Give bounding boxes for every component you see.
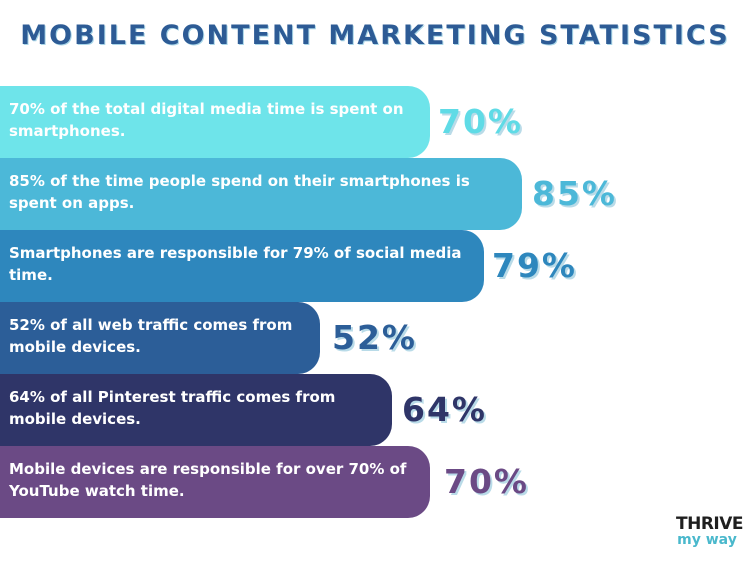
stat-percent: 70%: [438, 102, 523, 141]
stat-text: Mobile devices are responsible for over …: [9, 460, 407, 500]
stat-text: 70% of the total digital media time is s…: [9, 100, 404, 140]
stat-percent: 64%: [402, 390, 487, 429]
logo-wordmark-bottom: my way: [677, 532, 737, 548]
stat-bar: 85% of the time people spend on their sm…: [0, 158, 522, 230]
thrive-my-way-logo: THRIVE my way: [676, 514, 744, 548]
stat-text: 85% of the time people spend on their sm…: [9, 172, 470, 212]
stat-text: 64% of all Pinterest traffic comes from …: [9, 388, 336, 428]
stat-percent: 70%: [444, 462, 529, 501]
stat-percent: 79%: [492, 246, 577, 285]
stat-bar: 70% of the total digital media time is s…: [0, 86, 430, 158]
stat-bar: Smartphones are responsible for 79% of s…: [0, 230, 484, 302]
page-title: MOBILE CONTENT MARKETING STATISTICS: [20, 20, 730, 51]
stat-percent: 52%: [332, 318, 417, 357]
stat-percent: 85%: [532, 174, 617, 213]
stat-text: 52% of all web traffic comes from mobile…: [9, 316, 293, 356]
stat-bar: 64% of all Pinterest traffic comes from …: [0, 374, 392, 446]
stat-bar: Mobile devices are responsible for over …: [0, 446, 430, 518]
logo-wordmark-top: THRIVE: [676, 514, 744, 534]
stat-bar: 52% of all web traffic comes from mobile…: [0, 302, 320, 374]
stat-text: Smartphones are responsible for 79% of s…: [9, 244, 462, 284]
